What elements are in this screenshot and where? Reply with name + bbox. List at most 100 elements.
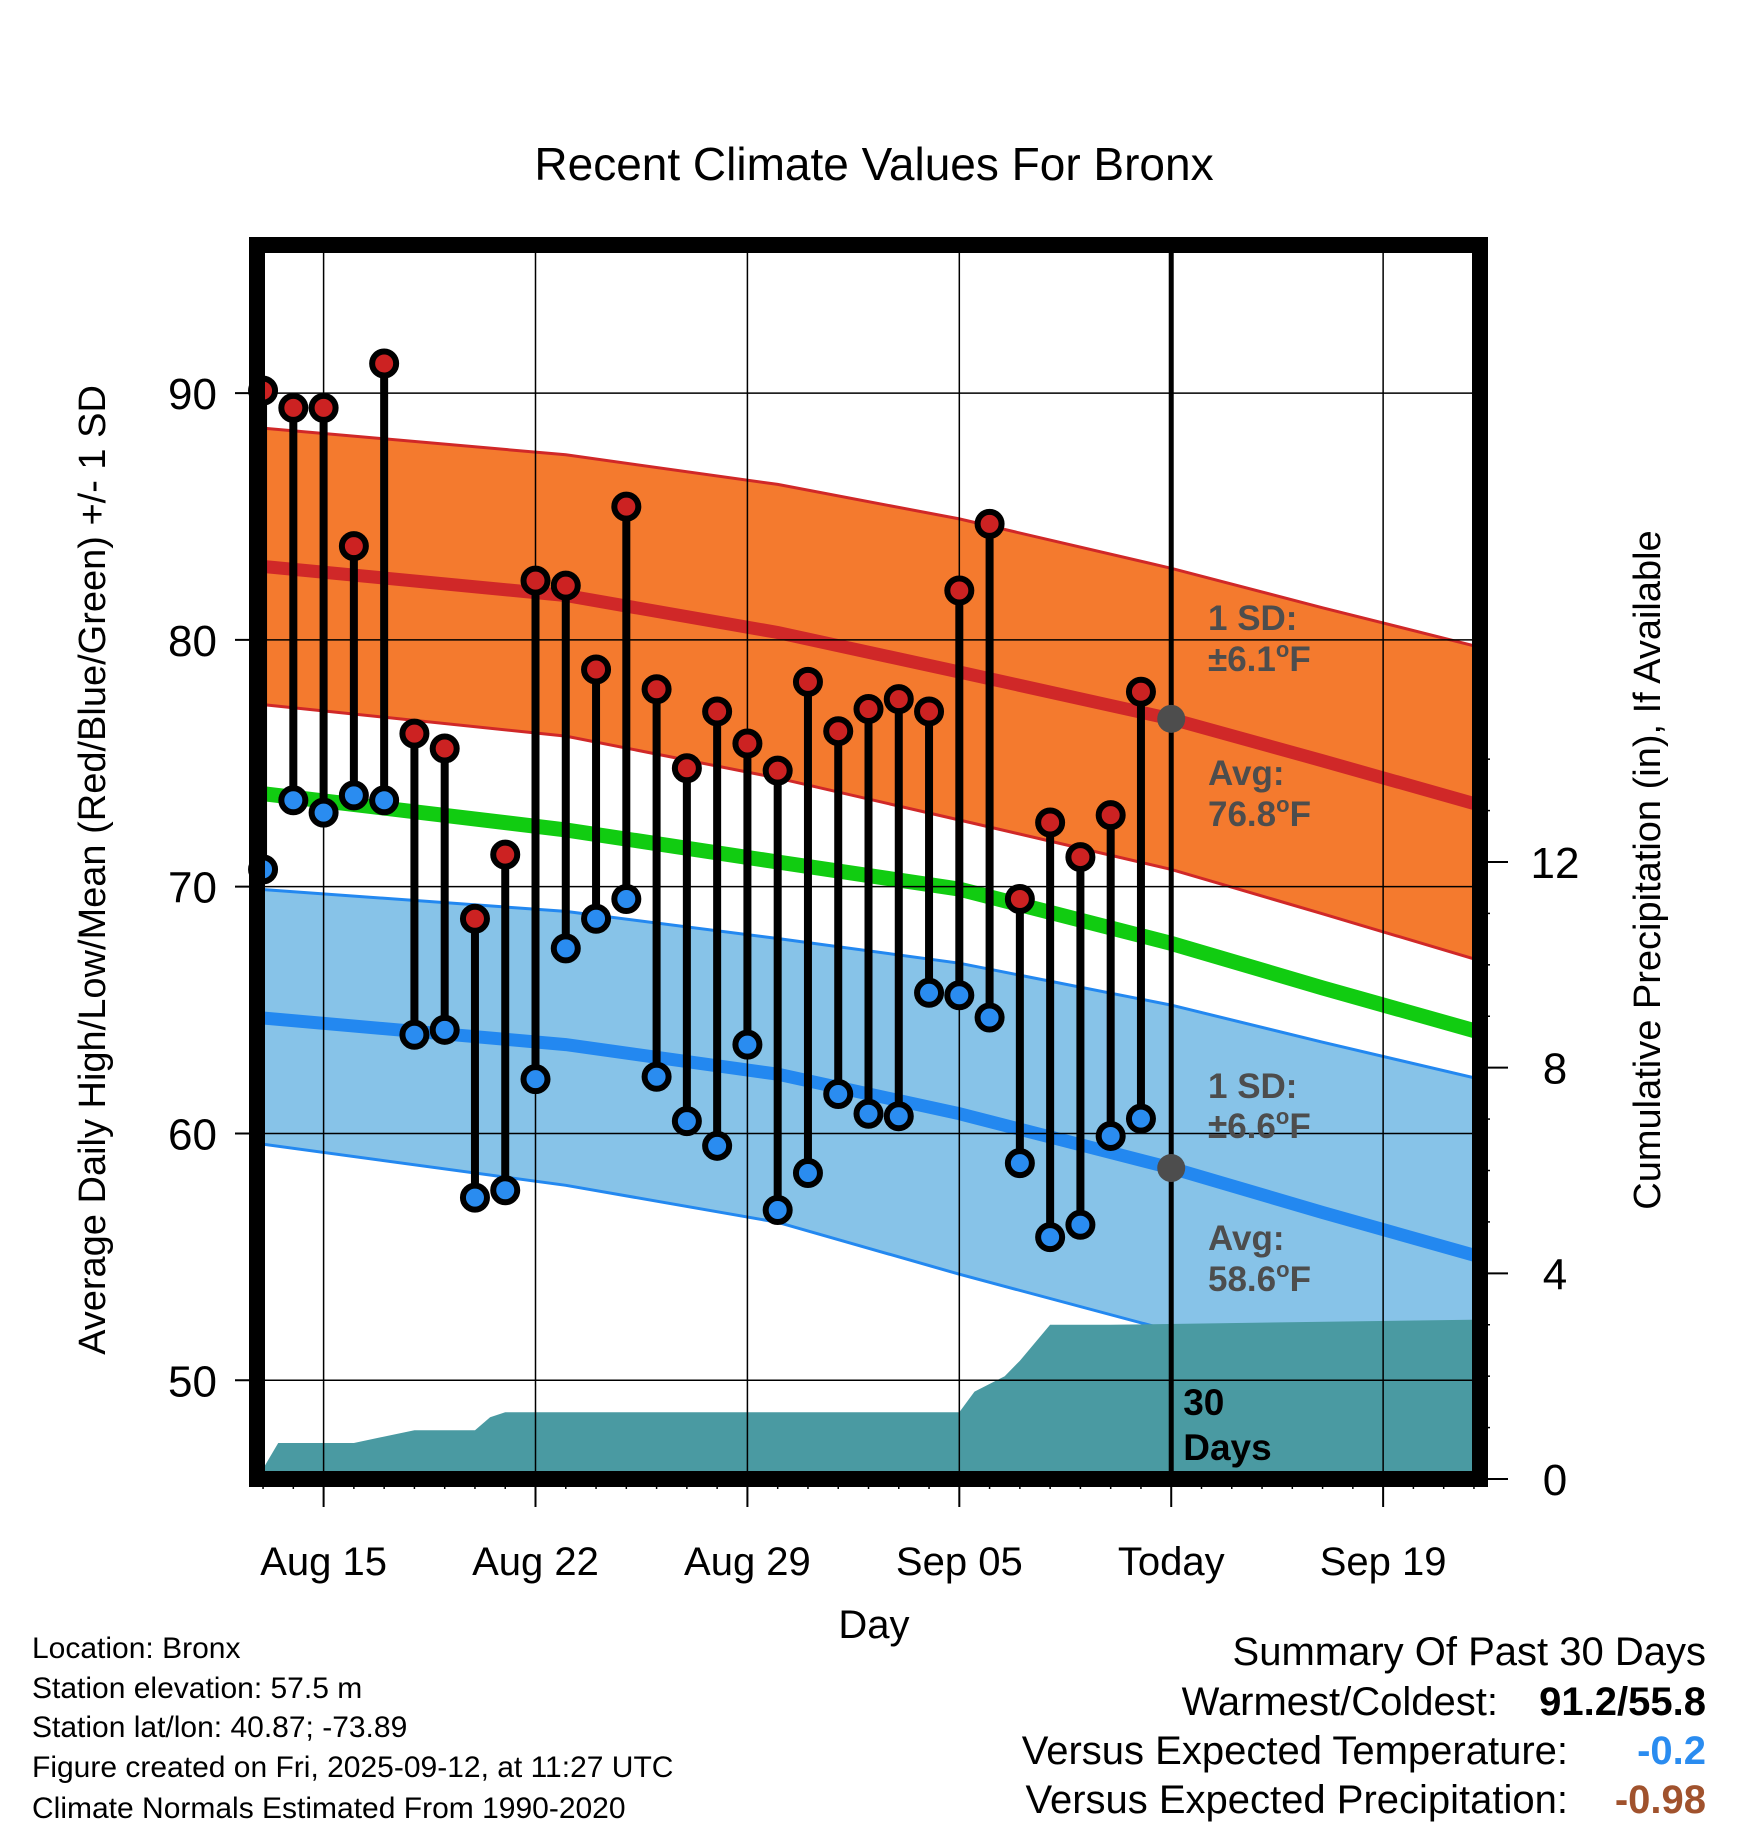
high-point	[1125, 676, 1156, 707]
y2-tick-label: 0	[1543, 1456, 1567, 1505]
low-point	[308, 797, 339, 828]
high-avg-value-unit: F	[1290, 795, 1311, 834]
high-point	[278, 392, 309, 423]
footer-location: Location: Bronx	[32, 1632, 240, 1665]
low-sd-value-unit: F	[1289, 1107, 1310, 1146]
y2-tick-label: 12	[1531, 839, 1580, 888]
low-sd-label: 1 SD:	[1208, 1067, 1297, 1106]
high-avg-label: Avg:	[1208, 754, 1284, 793]
high-avg-value: 76.8oF	[1208, 792, 1311, 834]
footer-elevation: Station elevation: 57.5 m	[32, 1672, 362, 1705]
low-sd-value: ±6.6oF	[1208, 1104, 1311, 1146]
low-point	[369, 785, 400, 816]
high-point	[1004, 884, 1035, 915]
x-tick-label: Aug 22	[472, 1540, 599, 1584]
high-point	[762, 755, 793, 786]
high-point	[308, 392, 339, 423]
low-sd-band	[257, 889, 1480, 1415]
x-tick-label: Aug 29	[684, 1540, 811, 1584]
low-point	[641, 1061, 672, 1092]
low-point	[914, 977, 945, 1008]
low-point	[1004, 1148, 1035, 1179]
low-avg-value: 58.6oF	[1208, 1257, 1311, 1299]
y2-tick-label: 4	[1543, 1250, 1567, 1299]
precip-area	[257, 1319, 1480, 1479]
low-avg-label-text: Avg:	[1208, 1219, 1284, 1258]
high-sd-value-unit: F	[1289, 640, 1310, 679]
high-point	[369, 348, 400, 379]
high-avg-label-text: Avg:	[1208, 754, 1284, 793]
low-point	[762, 1194, 793, 1225]
high-point	[853, 693, 884, 724]
high-point	[974, 508, 1005, 539]
days-count-label: 30	[1183, 1382, 1224, 1423]
high-point	[823, 716, 854, 747]
x-tick-label: Sep 05	[896, 1540, 1023, 1584]
low-point	[702, 1130, 733, 1161]
high-point	[702, 696, 733, 727]
high-point	[581, 654, 612, 685]
low-point	[399, 1019, 430, 1050]
high-point	[732, 728, 763, 759]
chart-title: Recent Climate Values For Bronx	[534, 138, 1213, 190]
footer-created: Figure created on Fri, 2025-09-12, at 11…	[32, 1751, 673, 1784]
high-point	[520, 565, 551, 596]
low-point	[581, 903, 612, 934]
low-avg-label: Avg:	[1208, 1219, 1284, 1258]
summary-temp-value: -0.2	[1637, 1729, 1706, 1773]
low-sd-value-text: ±6.6	[1208, 1107, 1276, 1146]
y2-axis-label: Cumulative Precipitation (in), If Availa…	[1627, 530, 1669, 1209]
low-point	[1095, 1120, 1126, 1151]
low-point	[883, 1101, 914, 1132]
y2-tick-label: 8	[1543, 1045, 1567, 1094]
low-point	[732, 1029, 763, 1060]
high-point	[914, 696, 945, 727]
low-point	[611, 884, 642, 915]
today-low-avg-marker	[1157, 1154, 1186, 1183]
high-sd-label: 1 SD:	[1208, 599, 1297, 638]
high-avg-value-degree: o	[1276, 792, 1289, 817]
x-tick-label: Sep 19	[1320, 1540, 1447, 1584]
footer-info: Location: Bronx Station elevation: 57.5 …	[32, 1632, 673, 1825]
high-point	[1095, 800, 1126, 831]
low-point	[1035, 1222, 1066, 1253]
low-avg-value-degree: o	[1276, 1257, 1289, 1282]
x-axis-label: Day	[838, 1603, 909, 1647]
high-point	[883, 684, 914, 715]
low-point	[1125, 1103, 1156, 1134]
low-point	[459, 1182, 490, 1213]
high-avg-value-text: 76.8	[1208, 795, 1276, 834]
low-point	[1065, 1209, 1096, 1240]
summary-warm-cold-label: Warmest/Coldest:	[1182, 1680, 1498, 1724]
y-tick-label: 90	[168, 370, 217, 419]
low-avg-value-unit: F	[1290, 1260, 1311, 1299]
low-sd-value-degree: o	[1276, 1104, 1289, 1129]
high-sd-value-text: ±6.1	[1208, 640, 1276, 679]
x-tick-label: Aug 15	[260, 1540, 387, 1584]
high-point	[459, 903, 490, 934]
high-point	[550, 570, 581, 601]
low-point	[550, 933, 581, 964]
days-word-label: Days	[1183, 1427, 1271, 1468]
high-point	[611, 491, 642, 522]
high-point	[429, 733, 460, 764]
high-point	[1065, 842, 1096, 873]
summary-block: Summary Of Past 30 Days Warmest/Coldest:…	[1022, 1630, 1706, 1822]
low-avg-value-text: 58.6	[1208, 1260, 1276, 1299]
low-point	[520, 1064, 551, 1095]
high-sd-value-degree: o	[1276, 637, 1289, 662]
low-point	[338, 780, 369, 811]
high-point	[399, 718, 430, 749]
y-axis-label: Average Daily High/Low/Mean (Red/Blue/Gr…	[72, 385, 114, 1355]
summary-precip-label: Versus Expected Precipitation:	[1025, 1778, 1568, 1822]
y-tick-label: 60	[168, 1110, 217, 1159]
summary-title: Summary Of Past 30 Days	[1233, 1630, 1706, 1674]
low-point	[429, 1014, 460, 1045]
high-point	[671, 753, 702, 784]
high-sd-value: ±6.1oF	[1208, 637, 1311, 679]
x-tick-label: Today	[1118, 1540, 1225, 1584]
y-tick-label: 50	[168, 1357, 217, 1406]
low-point	[490, 1175, 521, 1206]
